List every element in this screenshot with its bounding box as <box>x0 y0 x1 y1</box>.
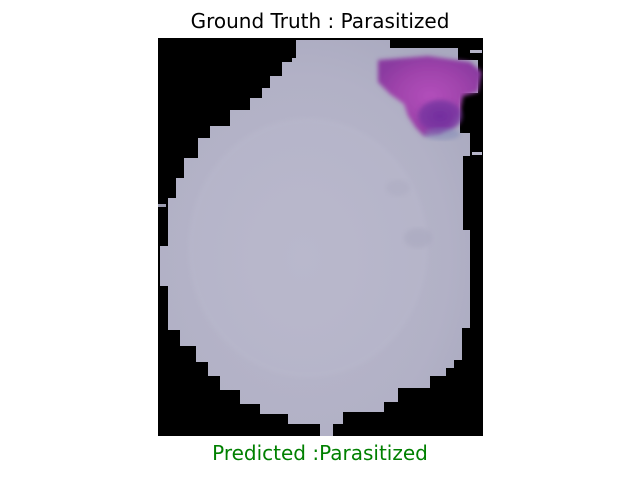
cell-image-svg <box>158 38 483 436</box>
cell-shading <box>404 228 432 248</box>
edge-artifact <box>472 152 482 155</box>
parasite-nucleus <box>418 100 462 132</box>
cell-shading <box>188 118 428 378</box>
edge-artifact <box>470 50 482 53</box>
prediction-caption: Predicted :Parasitized <box>212 441 428 465</box>
figure-title: Ground Truth : Parasitized <box>190 9 450 33</box>
cell-image <box>158 38 483 436</box>
parasite-halo <box>424 128 460 140</box>
edge-artifact <box>158 204 166 207</box>
cell-shading <box>386 180 410 196</box>
